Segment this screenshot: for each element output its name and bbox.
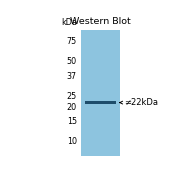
Text: 50: 50 [67, 57, 77, 66]
Text: 37: 37 [67, 72, 77, 81]
Text: Western Blot: Western Blot [70, 17, 131, 26]
Bar [81, 30, 120, 156]
Bar [85, 101, 116, 104]
Text: 20: 20 [67, 103, 77, 112]
Text: 10: 10 [67, 137, 77, 146]
Text: ≠22kDa: ≠22kDa [124, 98, 158, 107]
Text: 25: 25 [67, 92, 77, 101]
Text: 75: 75 [67, 37, 77, 46]
Text: kDa: kDa [61, 18, 77, 27]
Text: 15: 15 [67, 117, 77, 126]
